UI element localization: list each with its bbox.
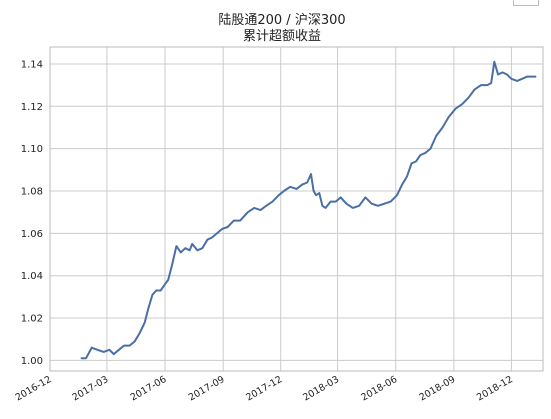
x-tick-label: 2017-03 xyxy=(71,374,111,403)
plot-frame xyxy=(49,46,544,372)
y-tick-label: 1.06 xyxy=(21,229,43,240)
y-tick-label: 1.08 xyxy=(21,187,43,198)
x-tick-label: 2017-09 xyxy=(187,374,227,403)
x-tick-label: 2016-12 xyxy=(14,374,54,403)
y-tick-label: 1.04 xyxy=(21,271,43,282)
series-line xyxy=(80,60,537,360)
y-tick-label: 1.12 xyxy=(21,102,43,113)
x-axis: 2016-12 2017-03 2017-06 2017-09 2017-12 2018-… xyxy=(14,374,515,403)
x-tick-label: 2018-06 xyxy=(359,374,399,403)
y-tick-label: 1.14 xyxy=(21,59,43,70)
corner-box xyxy=(513,0,539,6)
series-layer xyxy=(80,60,537,360)
y-tick-label: 1.10 xyxy=(21,144,43,155)
chart-title: 陆股通200 / 沪深300 xyxy=(218,12,345,28)
chart-subtitle: 累计超额收益 xyxy=(243,29,321,44)
x-tick-label: 2018-12 xyxy=(475,374,515,403)
x-tick-label: 2017-06 xyxy=(129,374,169,403)
x-tick-label: 2018-09 xyxy=(417,374,457,403)
x-tick-label: 2018-03 xyxy=(301,374,341,403)
y-axis: 1.00 1.02 1.04 1.06 1.08 1.10 1.12 1.14 xyxy=(21,59,43,366)
x-tick-label: 2017-12 xyxy=(244,374,284,403)
y-tick-label: 1.00 xyxy=(21,356,43,367)
y-tick-label: 1.02 xyxy=(21,314,43,325)
